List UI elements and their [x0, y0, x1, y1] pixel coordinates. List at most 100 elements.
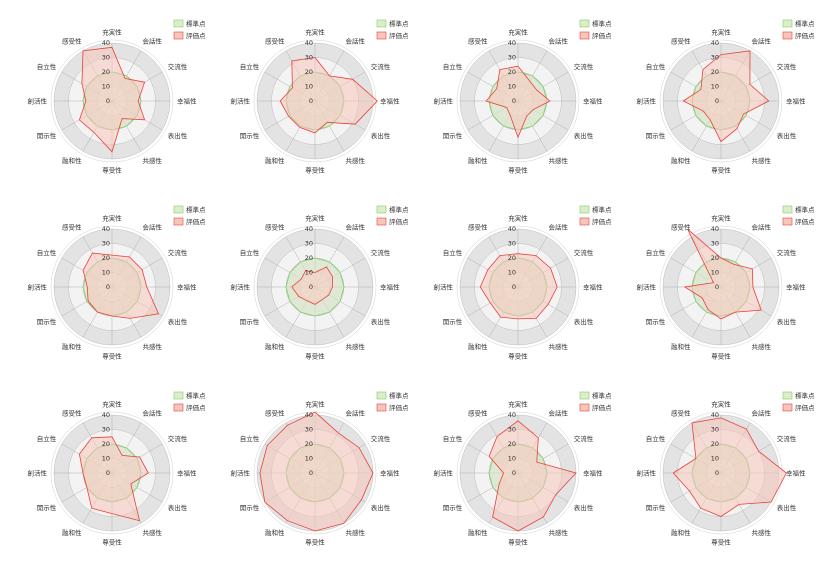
evaluation-series-polygon — [479, 253, 558, 320]
tick-label: 30 — [508, 426, 516, 434]
axis-label: 融和性 — [265, 156, 285, 165]
axis-label: 会話性 — [143, 409, 163, 418]
legend-label: 標準点 — [389, 391, 409, 400]
axis-label: 充実性 — [102, 27, 122, 36]
axis-label: 融和性 — [62, 342, 82, 351]
axis-label: 自立性 — [240, 434, 260, 443]
axis-label: 開示性 — [37, 131, 57, 140]
tick-label: 0 — [715, 283, 719, 291]
axis-label: 感受性 — [671, 409, 691, 418]
tick-label: 20 — [711, 440, 719, 448]
tick-label: 20 — [508, 68, 516, 76]
axis-label: 感受性 — [468, 409, 488, 418]
evaluation-series-polygon — [672, 417, 787, 517]
axis-label: 表出性 — [574, 317, 594, 326]
legend-label: 評価点 — [389, 403, 409, 412]
tick-label: 40 — [305, 411, 313, 419]
axis-label: 尊受性 — [102, 351, 122, 360]
axis-label: 幸福性 — [583, 96, 603, 105]
tick-label: 0 — [512, 97, 516, 105]
axis-label: 交流性 — [574, 248, 594, 257]
axis-label: 会話性 — [346, 223, 366, 232]
axis-label: 尊受性 — [102, 537, 122, 546]
legend-swatch-standard — [173, 391, 184, 400]
tick-label: 20 — [305, 254, 313, 262]
axis-label: 尊受性 — [508, 537, 528, 546]
axis-label: 創活性 — [434, 96, 454, 105]
tick-label: 30 — [508, 54, 516, 62]
tick-label: 20 — [102, 254, 110, 262]
axis-label: 感受性 — [62, 37, 82, 46]
tick-label: 10 — [102, 269, 110, 277]
tick-label: 10 — [305, 269, 313, 277]
axis-label: 表出性 — [371, 317, 391, 326]
legend-swatch-standard — [376, 391, 387, 400]
axis-label: 交流性 — [371, 248, 391, 257]
legend-label: 評価点 — [795, 31, 815, 40]
outer-ring — [456, 225, 580, 349]
axis-label: 充実性 — [711, 399, 731, 408]
evaluation-series-polygon — [259, 411, 374, 532]
legend-label: 標準点 — [186, 205, 206, 214]
tick-label: 10 — [102, 455, 110, 463]
axis-label: 幸福性 — [177, 96, 197, 105]
axis-label: 創活性 — [28, 96, 48, 105]
legend-swatch-evaluation — [579, 403, 590, 412]
axis-label: 開示性 — [443, 317, 463, 326]
legend-swatch-standard — [173, 19, 184, 28]
tick-label: 40 — [508, 225, 516, 233]
tick-label: 40 — [508, 39, 516, 47]
tick-label: 0 — [106, 97, 110, 105]
tick-label: 0 — [715, 469, 719, 477]
axis-label: 創活性 — [28, 468, 48, 477]
legend-label: 評価点 — [592, 31, 612, 40]
legend-swatch-standard — [782, 205, 793, 214]
tick-label: 40 — [102, 411, 110, 419]
axis-label: 感受性 — [265, 37, 285, 46]
tick-label: 0 — [512, 283, 516, 291]
evaluation-series-polygon — [279, 57, 378, 134]
legend-label: 評価点 — [592, 403, 612, 412]
tick-label: 30 — [711, 54, 719, 62]
legend-label: 標準点 — [592, 205, 612, 214]
legend-label: 評価点 — [795, 403, 815, 412]
axis-label: 自立性 — [443, 434, 463, 443]
outer-ring — [253, 225, 377, 349]
evaluation-series-polygon — [488, 420, 577, 532]
axis-label: 会話性 — [143, 37, 163, 46]
legend-label: 評価点 — [186, 403, 206, 412]
axis-label: 開示性 — [646, 503, 666, 512]
tick-label: 0 — [106, 469, 110, 477]
axis-label: 尊受性 — [305, 165, 325, 174]
axis-label: 交流性 — [371, 434, 391, 443]
axis-label: 表出性 — [168, 503, 188, 512]
axis-label: 共感性 — [143, 156, 163, 165]
axis-label: 尊受性 — [305, 351, 325, 360]
tick-label: 10 — [711, 269, 719, 277]
axis-label: 共感性 — [549, 342, 569, 351]
axis-label: 創活性 — [231, 282, 251, 291]
axis-label: 表出性 — [371, 131, 391, 140]
outer-ring — [50, 39, 174, 163]
axis-label: 共感性 — [143, 342, 163, 351]
tick-label: 40 — [102, 39, 110, 47]
axis-label: 自立性 — [443, 62, 463, 71]
legend-label: 評価点 — [186, 31, 206, 40]
axis-label: 幸福性 — [177, 468, 197, 477]
legend-swatch-evaluation — [579, 217, 590, 226]
legend-swatch-standard — [782, 19, 793, 28]
legend-swatch-evaluation — [782, 31, 793, 40]
axis-label: 会話性 — [752, 223, 772, 232]
tick-label: 20 — [508, 254, 516, 262]
legend-swatch-evaluation — [579, 31, 590, 40]
tick-label: 10 — [305, 455, 313, 463]
tick-label: 30 — [711, 240, 719, 248]
axis-label: 共感性 — [752, 342, 772, 351]
axis-label: 幸福性 — [786, 96, 806, 105]
axis-label: 幸福性 — [380, 282, 400, 291]
axis-label: 会話性 — [346, 409, 366, 418]
axis-label: 幸福性 — [786, 468, 806, 477]
axis-label: 交流性 — [168, 62, 188, 71]
